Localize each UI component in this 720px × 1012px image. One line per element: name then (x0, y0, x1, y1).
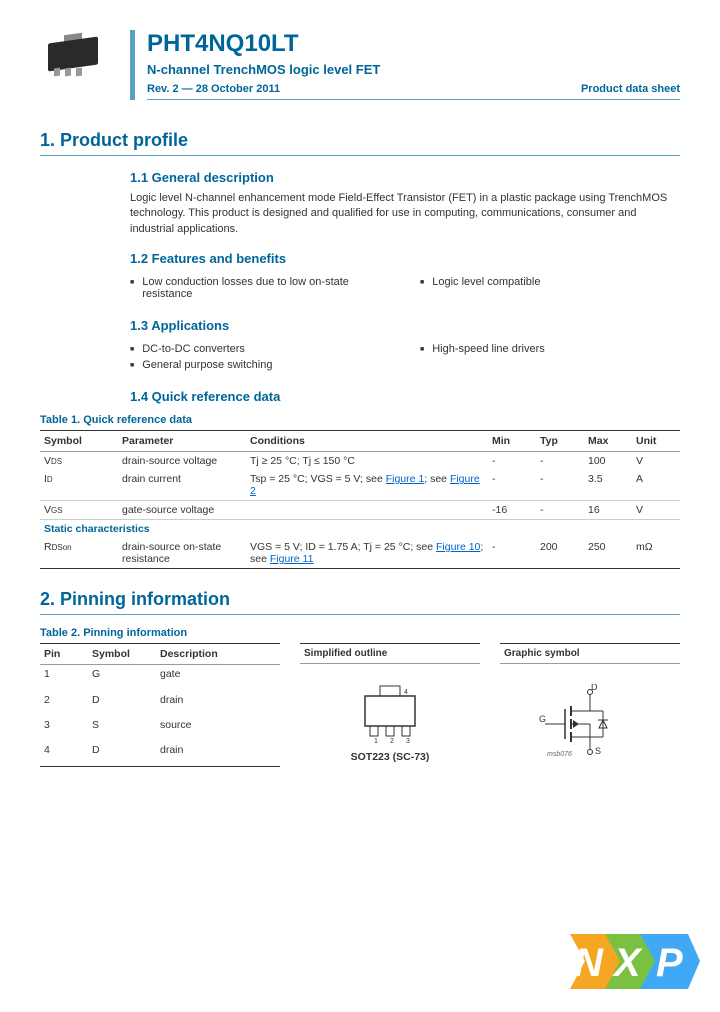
pinning-area: Pin Symbol Description 1 G gate 2 D drain… (40, 643, 680, 767)
app-bullet: General purpose switching (130, 359, 390, 371)
table-cell: 2 (40, 691, 88, 716)
th-pin: Pin (40, 644, 88, 665)
table-cell: Tsp = 25 °C; VGS = 5 V; see Figure 1; se… (246, 470, 488, 501)
section-2-title: 2. Pinning information (40, 589, 680, 615)
th-symbol: Symbol (40, 431, 118, 452)
table-cell: VGS = 5 V; ID = 1.75 A; Tj = 25 °C; see … (246, 538, 488, 569)
table-cell: ID (40, 470, 118, 501)
doc-type: Product data sheet (581, 83, 680, 95)
pinning-table: Pin Symbol Description 1 G gate 2 D drain… (40, 643, 280, 767)
table2-caption: Table 2. Pinning information (40, 627, 680, 639)
svg-text:S: S (595, 746, 601, 756)
table-subheader: Static characteristics (40, 520, 680, 539)
quick-reference-table: Symbol Parameter Conditions Min Typ Max … (40, 430, 680, 569)
section-1-2-title: 1.2 Features and benefits (130, 251, 680, 266)
section-1-3-title: 1.3 Applications (130, 318, 680, 333)
table-cell: 16 (584, 501, 632, 520)
doc-subtitle: N-channel TrenchMOS logic level FET (147, 62, 680, 77)
revision-text: Rev. 2 — 28 October 2011 (147, 83, 280, 95)
svg-text:msb076: msb076 (547, 751, 572, 758)
table-cell: VDS (40, 452, 118, 471)
package-outline: 1 2 3 4 SOT223 (SC-73) (300, 684, 480, 763)
table-cell: - (536, 501, 584, 520)
th-pinsymbol: Symbol (88, 644, 156, 665)
table-cell: drain-source voltage (118, 452, 246, 471)
package-caption: SOT223 (SC-73) (300, 751, 480, 763)
table1-caption: Table 1. Quick reference data (40, 414, 680, 426)
table-cell: VGS (40, 501, 118, 520)
th-outline: Simplified outline (300, 643, 480, 664)
table-cell: -16 (488, 501, 536, 520)
svg-text:3: 3 (406, 738, 410, 744)
table-cell: 3.5 (584, 470, 632, 501)
table-cell: - (536, 470, 584, 501)
th-min: Min (488, 431, 536, 452)
table-cell (246, 501, 488, 520)
table-cell: V (632, 452, 680, 471)
table-cell: 200 (536, 538, 584, 569)
svg-text:4: 4 (404, 689, 408, 696)
svg-text:2: 2 (390, 738, 394, 744)
section-1-4-title: 1.4 Quick reference data (130, 389, 680, 404)
th-conditions: Conditions (246, 431, 488, 452)
th-typ: Typ (536, 431, 584, 452)
table-cell: - (488, 470, 536, 501)
table-cell: - (488, 452, 536, 471)
table-cell: D (88, 691, 156, 716)
table-cell: 3 (40, 716, 88, 741)
section-1-1-title: 1.1 General description (130, 170, 680, 185)
table-cell: 1 (40, 665, 88, 691)
table-cell: gate-source voltage (118, 501, 246, 520)
table-cell: drain (156, 691, 280, 716)
header-row: PHT4NQ10LT N-channel TrenchMOS logic lev… (40, 30, 680, 100)
th-parameter: Parameter (118, 431, 246, 452)
package-image (40, 30, 110, 80)
table-cell: 4 (40, 741, 88, 767)
general-description-text: Logic level N-channel enhancement mode F… (130, 191, 680, 237)
th-max: Max (584, 431, 632, 452)
part-number: PHT4NQ10LT (147, 30, 680, 58)
table-cell: gate (156, 665, 280, 691)
table-cell: drain-source on-state resistance (118, 538, 246, 569)
app-bullet: DC-to-DC converters (130, 343, 390, 355)
table-cell: 250 (584, 538, 632, 569)
svg-text:X: X (612, 941, 643, 985)
table-cell: drain current (118, 470, 246, 501)
table-cell: G (88, 665, 156, 691)
th-unit: Unit (632, 431, 680, 452)
table-cell: Tj ≥ 25 °C; Tj ≤ 150 °C (246, 452, 488, 471)
svg-text:N: N (574, 941, 604, 985)
mosfet-symbol: D G S msb076 (500, 684, 680, 767)
table-cell: D (88, 741, 156, 767)
table-cell: drain (156, 741, 280, 767)
table-cell: 100 (584, 452, 632, 471)
app-bullet: High-speed line drivers (420, 343, 680, 355)
feature-bullet: Low conduction losses due to low on-stat… (130, 276, 390, 300)
table-cell: - (536, 452, 584, 471)
th-graphic: Graphic symbol (500, 643, 680, 664)
feature-bullet: Logic level compatible (420, 276, 680, 288)
table-cell: S (88, 716, 156, 741)
nxp-logo: N X P (570, 934, 700, 992)
svg-text:P: P (656, 941, 683, 985)
svg-text:D: D (591, 684, 598, 692)
section-1-title: 1. Product profile (40, 130, 680, 156)
title-block: PHT4NQ10LT N-channel TrenchMOS logic lev… (130, 30, 680, 100)
table-cell: source (156, 716, 280, 741)
table-cell: mΩ (632, 538, 680, 569)
svg-text:G: G (539, 714, 546, 724)
table-cell: RDSon (40, 538, 118, 569)
th-pindesc: Description (156, 644, 280, 665)
table-cell: - (488, 538, 536, 569)
svg-text:1: 1 (374, 738, 378, 744)
table-cell: A (632, 470, 680, 501)
table-cell: V (632, 501, 680, 520)
